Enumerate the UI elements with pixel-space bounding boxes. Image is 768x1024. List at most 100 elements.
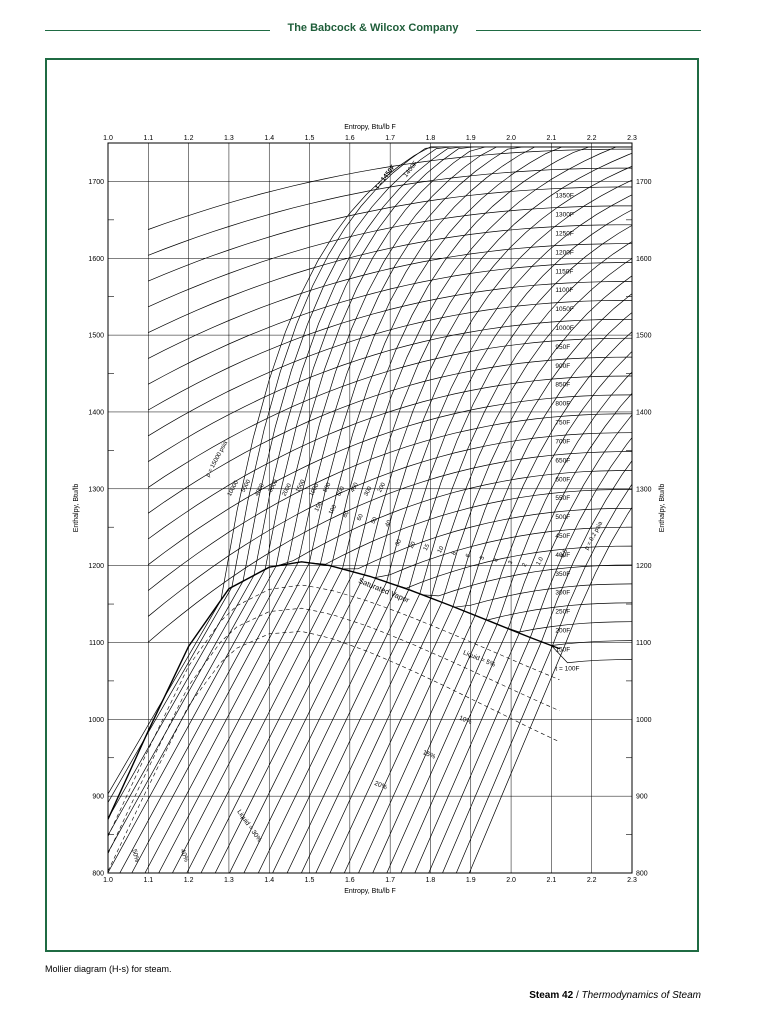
pressure-label: 100	[328, 504, 338, 516]
pressure-label: 5000	[241, 478, 253, 493]
pressure-label: 8	[451, 550, 458, 556]
pressure-label: 6	[465, 553, 472, 559]
x-tick-label-top: 1.4	[264, 135, 274, 142]
temperature-label: 1200F	[555, 249, 573, 256]
y-tick-label-left: 1700	[88, 179, 104, 186]
y-tick-label-left: 1500	[88, 333, 104, 340]
moisture-label: 50%	[130, 849, 140, 864]
y-tick-label-left: 1300	[88, 486, 104, 493]
temperature-label: t = 100F	[555, 665, 579, 672]
page-header: The Babcock & Wilcox Company	[45, 20, 701, 40]
pressure-line	[358, 331, 632, 873]
x-tick-label-top: 2.0	[506, 135, 516, 142]
x-tick-label-bottom: 1.0	[103, 877, 113, 884]
pressure-label: 40	[385, 519, 394, 528]
temperature-label: 750F	[555, 420, 570, 427]
temperature-line	[502, 621, 632, 633]
y-tick-label-right: 1700	[636, 179, 652, 186]
pressure-line	[144, 146, 632, 873]
pressure-label: 1.0	[536, 556, 546, 567]
temperature-line	[148, 356, 632, 514]
temperature-line	[148, 205, 632, 308]
pressure-label: 200	[377, 481, 387, 493]
x-tick-label-bottom: 1.6	[345, 877, 355, 884]
saturated-vapor-line	[108, 561, 560, 820]
temperature-label: 300F	[555, 590, 570, 597]
temperature-line	[148, 413, 632, 591]
pressure-line	[214, 165, 632, 873]
pressure-line	[315, 275, 632, 873]
x-axis-title-top: Entropy, Btu/lb F	[344, 124, 396, 131]
y-tick-label-right: 1000	[636, 717, 652, 724]
pressure-label: 300	[363, 485, 373, 497]
temperature-line	[148, 337, 632, 488]
pressure-label: 4000	[254, 482, 266, 497]
x-tick-label-top: 1.6	[345, 135, 355, 142]
pressure-line	[257, 209, 632, 873]
pressure-line	[329, 293, 632, 873]
temperature-label: 650F	[555, 457, 570, 464]
pressure-line	[158, 146, 632, 873]
temperature-label: 1100F	[555, 287, 573, 294]
pressure-label: 3000	[268, 478, 280, 493]
header-rule-left	[45, 30, 270, 31]
pressure-label: 400	[350, 481, 360, 493]
moisture-line	[108, 607, 560, 854]
temperature-label: 1050F	[555, 306, 573, 313]
pressure-line	[455, 483, 632, 873]
temperature-label: 500F	[555, 514, 570, 521]
moisture-line	[108, 631, 560, 872]
pressure-line	[372, 350, 632, 873]
pressure-label: 80	[342, 510, 351, 519]
x-tick-label-bottom: 2.2	[587, 877, 597, 884]
pressure-label: 60	[356, 513, 365, 522]
temperature-label: 150F	[555, 646, 570, 653]
pressure-label: 2	[522, 562, 529, 568]
y-tick-label-right: 1300	[636, 486, 652, 493]
y-tick-label-right: 1200	[636, 563, 652, 570]
pressure-label: 2000	[282, 482, 294, 497]
x-tick-label-top: 2.2	[587, 135, 597, 142]
y-tick-label-left: 800	[92, 871, 104, 878]
figure-caption: Mollier diagram (H-s) for steam.	[45, 964, 172, 974]
temperature-line	[341, 507, 632, 570]
x-tick-label-bottom: 1.4	[264, 877, 274, 884]
temperature-label: 850F	[555, 382, 570, 389]
moisture-line	[108, 584, 560, 837]
temperature-label: 1300F	[555, 212, 573, 219]
pressure-line	[400, 392, 632, 873]
temperature-line	[148, 167, 632, 256]
moisture-label: 15%	[422, 749, 437, 760]
temperature-line	[148, 300, 632, 437]
temperature-line	[148, 394, 632, 565]
temperature-label: 1400F	[402, 160, 419, 179]
x-tick-label-top: 1.2	[184, 135, 194, 142]
pressure-line	[108, 146, 619, 803]
company-title: The Babcock & Wilcox Company	[287, 22, 459, 34]
x-tick-label-bottom: 1.7	[385, 877, 395, 884]
temperature-label: 1250F	[555, 231, 573, 238]
footer-page: Steam 42	[529, 990, 574, 1001]
y-tick-label-left: 1600	[88, 256, 104, 263]
temperature-line	[551, 645, 632, 664]
clipped-curves	[108, 146, 632, 873]
temperature-label: 200F	[555, 627, 570, 634]
temperature-label: 800F	[555, 401, 570, 408]
pressure-line	[428, 437, 632, 873]
pressure-label: 3	[508, 559, 515, 565]
pressure-line	[200, 152, 632, 873]
pressure-line	[172, 146, 632, 873]
pressure-label: 30	[395, 538, 404, 547]
moisture-label: 10%	[458, 715, 473, 726]
pressure-label: 15	[423, 543, 432, 552]
temperature-label: 1350F	[555, 193, 573, 200]
y-tick-label-left: 1100	[89, 640, 104, 647]
x-tick-label-top: 1.1	[143, 135, 153, 142]
pressure-label: p = 15000 psia	[205, 440, 229, 478]
temperature-line	[148, 262, 632, 385]
x-tick-label-top: 1.9	[466, 135, 476, 142]
y-tick-label-left: 1000	[88, 717, 104, 724]
footer-chapter: Thermodynamics of Steam	[581, 990, 702, 1001]
temperature-label: 900F	[555, 363, 570, 370]
moisture-label: 40%	[179, 848, 190, 863]
